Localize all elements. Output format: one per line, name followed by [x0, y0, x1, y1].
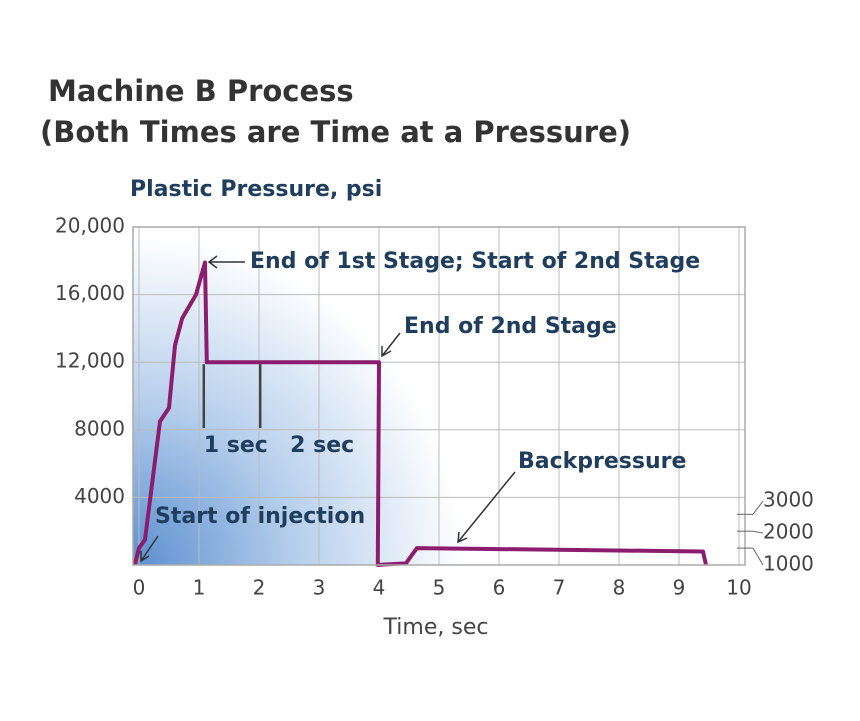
chart-title: Machine B Process: [48, 74, 354, 108]
annotation: End of 1st Stage; Start of 2nd Stage: [250, 249, 700, 274]
arrows: [140, 255, 516, 563]
x-tick-label: 4: [373, 576, 386, 600]
y2-tick-label: 1000: [763, 552, 814, 576]
y2-leader: [752, 547, 764, 566]
arrow: [457, 471, 516, 544]
plot: [132, 260, 708, 567]
x-tick-label: 2: [253, 576, 266, 600]
y-tick-label: 8000: [74, 416, 125, 440]
annotation: Start of injection: [155, 504, 365, 529]
time-marker-label: 1 sec: [204, 433, 268, 458]
annotation: End of 2nd Stage: [404, 314, 617, 339]
arrow: [207, 255, 245, 269]
annotation: Backpressure: [518, 449, 686, 474]
y-tick-label: 16,000: [55, 281, 125, 305]
time-marker-label: 2 sec: [290, 433, 354, 458]
arrow: [381, 332, 401, 358]
y2-tick-label: 3000: [763, 488, 814, 512]
x-tick-label: 0: [133, 576, 146, 600]
y-tick-label: 20,000: [55, 214, 125, 238]
x-tick-label: 5: [433, 576, 446, 600]
data-line: [132, 260, 708, 567]
x-tick-label: 3: [313, 576, 326, 600]
x-tick-label: 6: [493, 576, 506, 600]
y2-leader: [752, 530, 764, 534]
x-tick-label: 9: [673, 576, 686, 600]
x-tick-label: 1: [193, 576, 206, 600]
x-tick-label: 8: [613, 576, 626, 600]
arrow: [140, 535, 159, 563]
x-axis-label: Time, sec: [383, 615, 489, 640]
y2-tick-label: 2000: [763, 520, 814, 544]
x-tick-label: 7: [553, 576, 566, 600]
y-tick-label: 4000: [74, 484, 125, 508]
y-tick-label: 12,000: [55, 349, 125, 373]
x-tick-label: 10: [726, 576, 751, 600]
plot-border: [132, 226, 746, 566]
y2-leader: [752, 500, 764, 515]
chart-subtitle: (Both Times are Time at a Pressure): [40, 115, 631, 149]
y-axis-label: Plastic Pressure, psi: [130, 177, 382, 202]
